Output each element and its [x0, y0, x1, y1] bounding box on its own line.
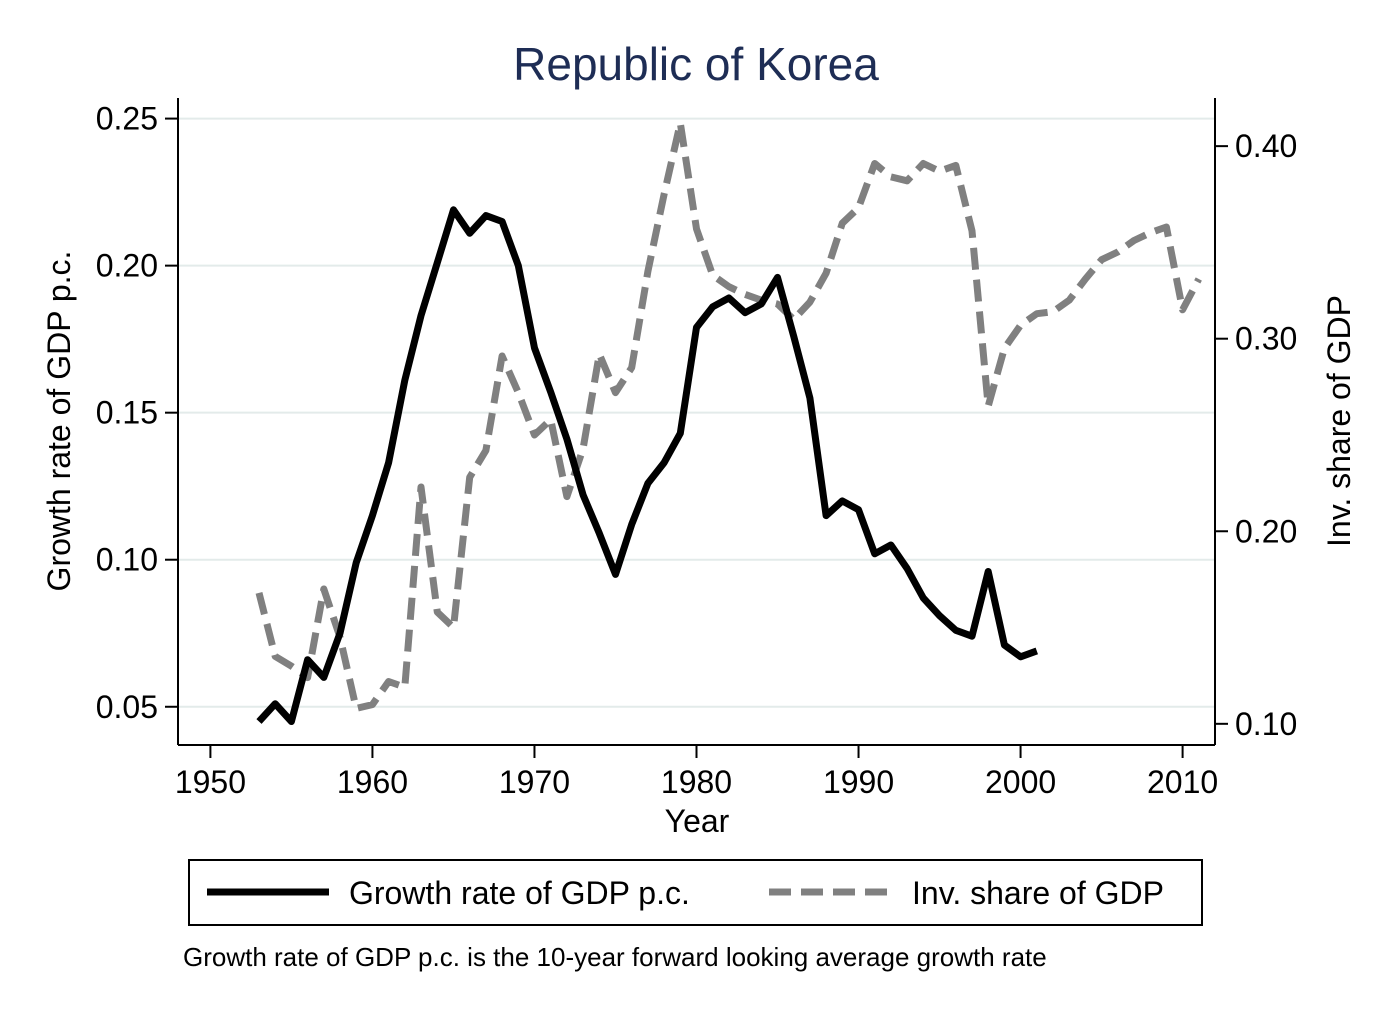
right-y-axis-title: Inv. share of GDP	[1321, 295, 1357, 547]
series-line-investment-share	[255, 119, 1202, 712]
series-line-growth-rate	[256, 206, 1038, 725]
x-tick-label: 1990	[823, 764, 894, 800]
x-tick-label: 1970	[499, 764, 570, 800]
gridlines	[178, 117, 1215, 708]
x-tick-label: 1980	[661, 764, 732, 800]
left-y-tick-label: 0.15	[96, 395, 158, 431]
axis-ticks: 0.05 0.10 0.15 0.20 0.25 0.10 0.20 0.30 0.40 1950…	[96, 101, 1298, 800]
right-y-tick-label: 0.30	[1235, 321, 1297, 357]
legend-box	[188, 859, 1203, 926]
legend: Growth rate of GDP p.c. Inv. share of GD…	[188, 859, 1203, 926]
left-y-tick-label: 0.05	[96, 689, 158, 725]
x-tick-label: 2000	[985, 764, 1056, 800]
right-y-tick-label: 0.40	[1235, 128, 1297, 164]
right-y-tick-label: 0.20	[1235, 513, 1297, 549]
series-layer	[255, 119, 1202, 725]
left-y-tick-label: 0.20	[96, 248, 158, 284]
left-y-tick-label: 0.10	[96, 542, 158, 578]
legend-label-investment: Inv. share of GDP	[912, 875, 1164, 911]
chart-note: Growth rate of GDP p.c. is the 10-year f…	[183, 942, 1047, 972]
right-y-tick-label: 0.10	[1235, 706, 1297, 742]
x-tick-label: 2010	[1147, 764, 1218, 800]
left-y-tick-label: 0.25	[96, 101, 158, 137]
x-tick-label: 1960	[337, 764, 408, 800]
left-y-axis-title: Growth rate of GDP p.c.	[41, 251, 77, 592]
x-axis-title: Year	[665, 803, 730, 839]
chart-title: Republic of Korea	[513, 38, 879, 90]
legend-label-growth: Growth rate of GDP p.c.	[349, 875, 690, 911]
x-tick-label: 1950	[175, 764, 246, 800]
